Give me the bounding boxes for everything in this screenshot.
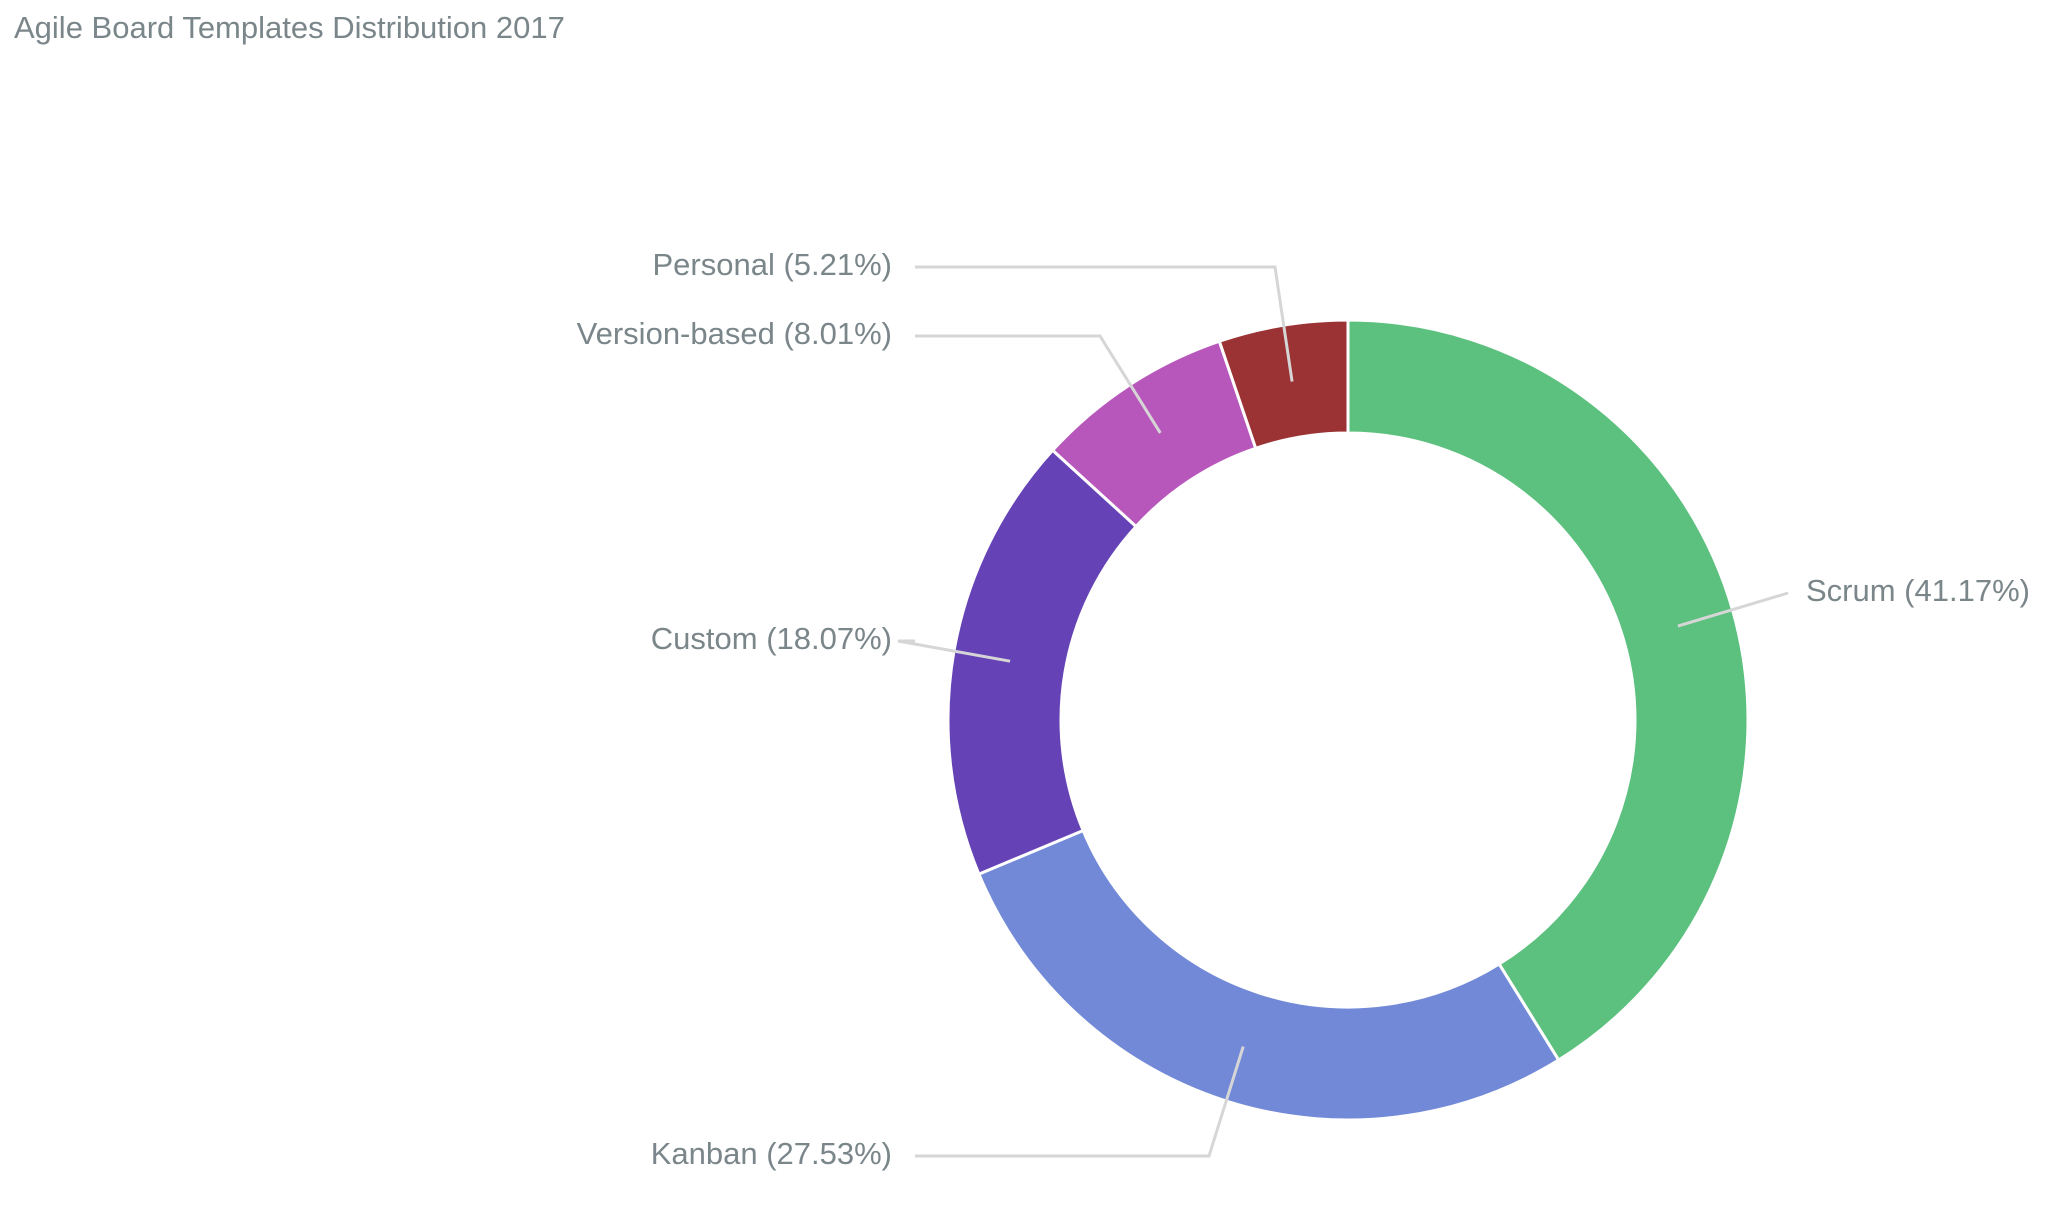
- leader-line-version-based: [915, 334, 1162, 434]
- slice-scrum[interactable]: [1346, 318, 1750, 1062]
- donut-slices: [946, 318, 1750, 1122]
- slice-label-scrum: Scrum (41.17%): [1806, 573, 2030, 608]
- slice-label-version-based: Version-based (8.01%): [577, 316, 892, 351]
- slice-custom[interactable]: [946, 448, 1138, 876]
- leader-line-kanban: [915, 1046, 1245, 1158]
- leader-lines: [897, 265, 1789, 1158]
- leader-line-custom: [897, 639, 1011, 663]
- slice-label-kanban: Kanban (27.53%): [651, 1136, 892, 1171]
- slice-label-personal: Personal (5.21%): [652, 247, 892, 282]
- slice-labels: Scrum (41.17%) Kanban (27.53%) Custom (18.…: [577, 247, 2030, 1171]
- slice-personal[interactable]: [1217, 318, 1350, 450]
- chart-title: Agile Board Templates Distribution 2017: [14, 10, 565, 45]
- slice-label-custom: Custom (18.07%): [651, 621, 892, 656]
- leader-line-personal: [915, 265, 1294, 382]
- leader-line-scrum: [1677, 591, 1789, 628]
- slice-kanban[interactable]: [977, 829, 1561, 1122]
